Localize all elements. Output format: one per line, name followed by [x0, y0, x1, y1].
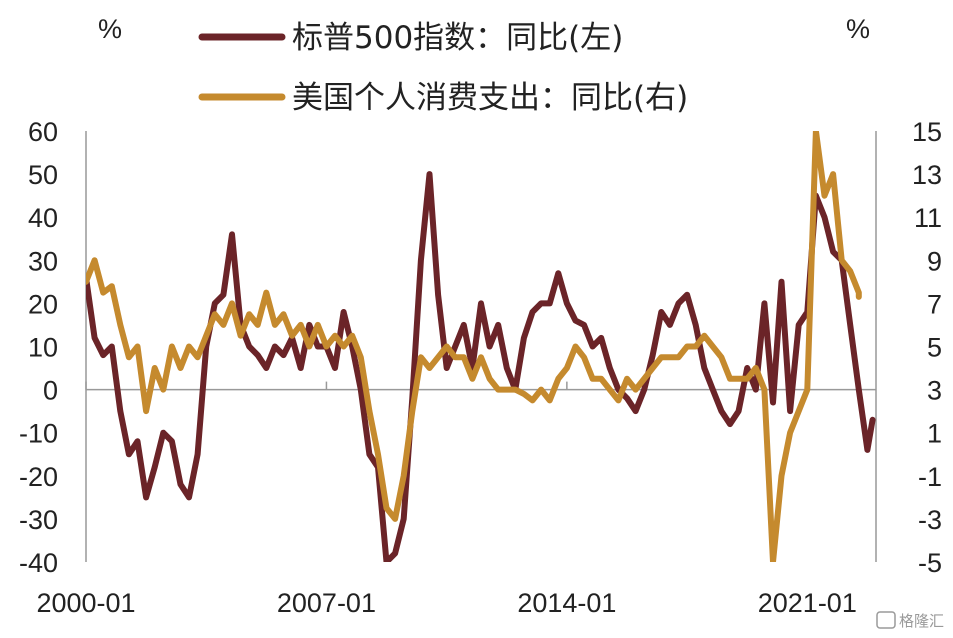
left-tick-label: 0 — [43, 376, 58, 406]
x-tick-label: 2000-01 — [36, 588, 135, 618]
right-tick-label: 15 — [912, 117, 942, 147]
right-tick-label: 9 — [927, 246, 942, 276]
left-tick-label: 50 — [28, 160, 58, 190]
left-tick-label: 10 — [28, 333, 58, 363]
right-tick-label: -1 — [918, 462, 942, 492]
right-tick-label: -3 — [918, 505, 942, 535]
x-tick-label: 2007-01 — [277, 588, 376, 618]
left-tick-label: 20 — [28, 289, 58, 319]
right-tick-label: 11 — [914, 203, 942, 233]
right-tick-label: -5 — [918, 548, 942, 578]
legend-label-pce: 美国个人消费支出：同比(右) — [292, 80, 688, 116]
right-tick-label: 5 — [927, 333, 942, 363]
series-line-pce — [86, 131, 862, 562]
left-tick-label: -30 — [19, 505, 58, 535]
right-tick-label: 13 — [912, 160, 942, 190]
x-tick-label: 2014-01 — [517, 588, 616, 618]
legend: 标普500指数：同比(左) 美国个人消费支出：同比(右) — [198, 20, 688, 116]
right-tick-label: 3 — [927, 376, 942, 406]
watermark: 格隆汇 — [876, 611, 944, 630]
x-axis-ticks: 2000-01 2007-01 2014-01 2021-01 — [36, 381, 857, 618]
left-axis-ticks: -40 -30 -20 -10 0 10 20 30 40 50 60 — [19, 117, 58, 578]
x-tick-label: 2021-01 — [758, 588, 857, 618]
series-layer — [86, 131, 876, 562]
watermark-logo-icon — [876, 611, 896, 629]
left-tick-label: -20 — [19, 462, 58, 492]
left-tick-label: -10 — [19, 419, 58, 449]
left-axis-unit: % — [98, 14, 122, 44]
left-tick-label: 40 — [28, 203, 58, 233]
watermark-text: 格隆汇 — [899, 612, 944, 630]
series-line-sp500 — [86, 171, 876, 562]
right-axis-unit: % — [846, 14, 870, 44]
legend-label-sp500: 标普500指数：同比(左) — [292, 20, 623, 56]
right-tick-label: 7 — [927, 289, 942, 319]
left-tick-label: 30 — [28, 246, 58, 276]
left-tick-label: -40 — [19, 548, 58, 578]
right-tick-label: 1 — [927, 419, 942, 449]
left-tick-label: 60 — [28, 117, 58, 147]
